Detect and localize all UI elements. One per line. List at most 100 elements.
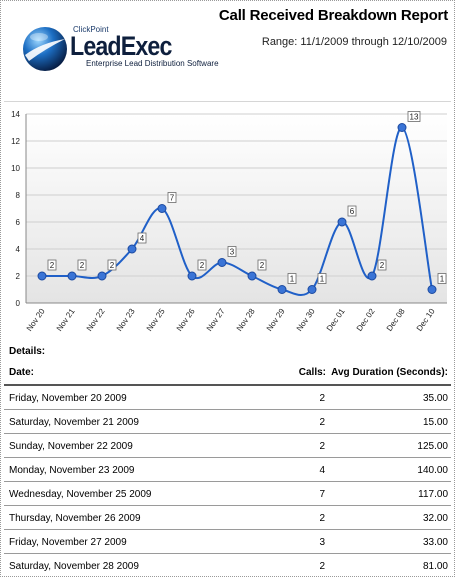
axes	[25, 114, 447, 304]
logo-company-name: ClickPoint	[73, 25, 109, 34]
cell-duration: 81.00	[422, 561, 448, 572]
data-point	[277, 285, 287, 294]
y-tick-label: 6	[16, 218, 21, 227]
data-point	[127, 244, 137, 254]
data-label-box	[317, 273, 327, 284]
data-point	[217, 258, 227, 267]
y-tick-label: 8	[16, 191, 21, 200]
details-heading: Details:	[9, 346, 46, 357]
table-row: Friday, November 27 2009 3 33.00	[4, 530, 451, 554]
cell-calls: 2	[319, 561, 325, 572]
details-table: Date: Calls: Avg Duration (Seconds): Fri…	[4, 362, 451, 576]
data-point	[157, 204, 167, 213]
cell-date: Thursday, November 26 2009	[9, 513, 141, 524]
cell-duration: 15.00	[422, 417, 448, 428]
data-label: 2	[260, 261, 265, 270]
x-tick-label: Dec 10	[415, 307, 437, 333]
cell-calls: 3	[319, 537, 325, 548]
table-header: Date: Calls: Avg Duration (Seconds):	[4, 362, 451, 386]
cell-date: Saturday, November 28 2009	[9, 561, 139, 572]
data-point	[307, 285, 317, 294]
y-tick-label: 14	[11, 110, 20, 119]
data-label-box	[347, 205, 357, 217]
data-label: 6	[350, 207, 355, 216]
data-label-box	[167, 192, 177, 203]
data-label-box	[197, 259, 207, 271]
data-point	[427, 285, 437, 294]
data-point	[367, 271, 377, 281]
cell-duration: 140.00	[417, 465, 448, 476]
cell-duration: 33.00	[422, 537, 448, 548]
x-tick-label: Dec 02	[355, 307, 377, 333]
y-tick-label: 0	[16, 299, 21, 308]
data-label: 3	[230, 248, 235, 257]
x-tick-label: Nov 20	[25, 307, 47, 333]
x-tick-label: Nov 22	[85, 307, 107, 333]
cell-date: Friday, November 27 2009	[9, 537, 127, 548]
data-label: 7	[170, 194, 175, 203]
data-point	[97, 271, 107, 281]
cell-duration: 117.00	[418, 489, 448, 500]
x-tick-label: Nov 21	[55, 307, 77, 333]
cell-duration: 35.00	[422, 393, 448, 404]
x-tick-label: Dec 01	[325, 307, 347, 333]
table-row: Saturday, November 28 2009 2 81.00	[4, 554, 451, 576]
y-tick-label: 4	[16, 245, 21, 254]
x-tick-label: Nov 23	[115, 307, 137, 333]
data-label-box	[77, 259, 87, 271]
table-row: Wednesday, November 25 2009 7 117.00	[4, 482, 451, 506]
data-label: 2	[80, 261, 85, 270]
data-label: 2	[200, 261, 205, 270]
logo-product-name: LeadExec	[70, 31, 172, 61]
data-label: 1	[440, 275, 445, 284]
cell-calls: 2	[319, 417, 325, 428]
data-label-box	[287, 273, 297, 284]
data-point	[247, 271, 257, 281]
cell-calls: 2	[319, 441, 325, 452]
cell-calls: 2	[319, 393, 325, 404]
cell-date: Sunday, November 22 2009	[9, 441, 133, 452]
cell-calls: 7	[319, 489, 325, 500]
date-range: Range: 11/1/2009 through 12/10/2009	[261, 36, 447, 48]
data-label-box	[407, 111, 421, 122]
data-label: 13	[410, 113, 419, 122]
cell-date: Monday, November 23 2009	[9, 465, 135, 476]
cell-calls: 4	[319, 465, 325, 476]
y-tick-label: 12	[11, 137, 20, 146]
data-point	[187, 271, 197, 281]
data-labels: 2 2 2 4 7 2 3 2 1 1 6 2 13 1	[47, 111, 447, 284]
table-row: Saturday, November 21 2009 2 15.00	[4, 410, 451, 434]
data-label: 4	[140, 234, 145, 243]
logo-tagline: Enterprise Lead Distribution Software	[86, 59, 219, 68]
cell-date: Friday, November 20 2009	[9, 393, 127, 404]
cell-date: Wednesday, November 25 2009	[9, 489, 152, 500]
data-label: 2	[110, 261, 115, 270]
data-label: 1	[320, 275, 325, 284]
x-tick-label: Nov 26	[175, 307, 197, 333]
data-label-box	[437, 273, 447, 284]
table-row: Thursday, November 26 2009 2 32.00	[4, 506, 451, 530]
table-row: Sunday, November 22 2009 2 125.00	[4, 434, 451, 458]
cell-date: Saturday, November 21 2009	[9, 417, 139, 428]
x-tick-label: Nov 28	[235, 307, 257, 333]
cell-duration: 32.00	[422, 513, 448, 524]
x-tick-label: Dec 08	[385, 307, 407, 333]
y-axis-tick-labels: 0 2 4 6 8 10 12 14	[11, 110, 20, 308]
y-tick-label: 2	[16, 272, 21, 281]
x-axis-tick-labels: Nov 20 Nov 21 Nov 22 Nov 23 Nov 25 Nov 26 Nov …	[25, 307, 437, 333]
plot-area	[26, 114, 447, 303]
data-label: 1	[290, 275, 295, 284]
data-point	[37, 271, 47, 281]
data-point	[337, 217, 347, 227]
data-label: 2	[380, 261, 385, 270]
data-label-box	[137, 232, 147, 244]
data-label: 2	[50, 261, 55, 270]
table-row: Monday, November 23 2009 4 140.00	[4, 458, 451, 482]
series-markers	[37, 123, 437, 294]
data-point	[397, 123, 407, 132]
column-header-duration: Avg Duration (Seconds):	[331, 367, 448, 378]
y-tick-label: 10	[11, 164, 20, 173]
globe-logo-icon	[23, 27, 67, 71]
data-label-box	[107, 259, 117, 271]
